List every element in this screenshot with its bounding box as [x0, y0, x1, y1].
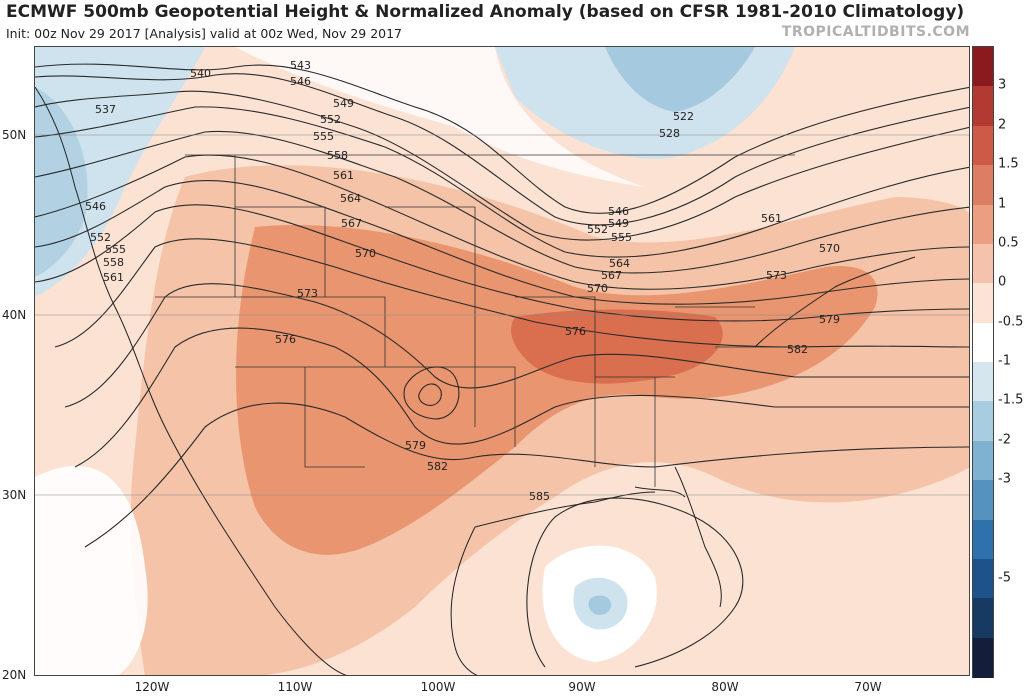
neutral-band-north: [235, 47, 645, 187]
positive-anomaly-strong-ohio: [511, 309, 723, 384]
coastlines: [35, 86, 916, 675]
contour-label: 576: [565, 325, 586, 338]
map-title: ECMWF 500mb Geopotential Height & Normal…: [6, 2, 965, 22]
contour-label: 558: [103, 256, 124, 269]
contour-label: 537: [95, 103, 116, 116]
map-canvas: 537 540 543 546 549 552 555 558 561 564 …: [35, 47, 969, 675]
colorbar-label: -5: [998, 570, 1011, 586]
colorbar-label: -2: [998, 432, 1011, 448]
lat-label-50n: 50N: [2, 128, 27, 142]
colorbar-segment: [973, 362, 993, 402]
lon-label-90w: 90W: [568, 680, 596, 694]
colorbar-segment: [973, 243, 993, 284]
colorbar-label: 0: [998, 274, 1007, 290]
colorbar-segment: [973, 558, 993, 599]
positive-anomaly-medium: [236, 225, 878, 555]
colorbar-segment: [973, 165, 993, 205]
lon-label-80w: 80W: [711, 680, 739, 694]
contour-label: 549: [333, 97, 354, 110]
contour-label: 567: [341, 217, 362, 230]
lon-label-100w: 100W: [420, 680, 456, 694]
lon-label-110w: 110W: [277, 680, 313, 694]
contour-label: 567: [601, 269, 622, 282]
colorbar-label: 3: [998, 77, 1007, 93]
lon-label-120w: 120W: [134, 680, 170, 694]
contour-label: 570: [819, 242, 840, 255]
contour-label: 540: [190, 67, 211, 80]
contour-labels: 537 540 543 546 549 552 555 558 561 564 …: [85, 59, 840, 503]
anomaly-map: 537 540 543 546 549 552 555 558 561 564 …: [34, 46, 970, 676]
colorbar-label: -1.5: [998, 392, 1024, 408]
lat-label-40n: 40N: [2, 308, 27, 322]
lat-label-30n: 30N: [2, 488, 27, 502]
contour-label: 555: [105, 243, 126, 256]
contour-label: 558: [327, 149, 348, 162]
colorbar-segment: [973, 204, 993, 245]
contour-label: 570: [587, 282, 608, 295]
contour-label: 582: [787, 343, 808, 356]
contour-label: 561: [103, 271, 124, 284]
colorbar-label: 1: [998, 196, 1007, 211]
neutral-pacific: [35, 465, 148, 675]
colorbar-label: -0.5: [998, 314, 1024, 330]
colorbar-label: -3: [998, 471, 1011, 487]
contour-label: 528: [659, 127, 680, 140]
contour-label: 546: [608, 205, 629, 218]
contour-label: 552: [587, 223, 608, 236]
colorbar-label: 1.5: [998, 156, 1019, 172]
contour-label: 552: [90, 231, 111, 244]
contour-label: 564: [609, 257, 630, 270]
lat-label-20n: 20N: [2, 668, 27, 682]
colorbar-segment: [973, 401, 993, 442]
contour-label: 552: [320, 113, 341, 126]
contour-label: 549: [608, 217, 629, 230]
colorbar-segment: [973, 86, 993, 127]
contour-label: 579: [819, 313, 840, 326]
negative-anomaly-northwest-core: [35, 87, 88, 277]
negative-anomaly-hudson-core: [605, 47, 755, 112]
contour-label: 564: [340, 192, 361, 205]
contour-label: 561: [333, 169, 354, 182]
contour-label: 573: [766, 269, 787, 282]
contour-label: 579: [405, 439, 426, 452]
contour-label: 582: [427, 460, 448, 473]
map-subtitle: Init: 00z Nov 29 2017 [Analysis] valid a…: [6, 26, 403, 41]
colorbar-segment: [973, 598, 993, 639]
negative-anomaly-gulf-core: [588, 595, 612, 615]
colorbar-label: -1: [998, 353, 1011, 369]
colorbar-segment: [973, 322, 993, 363]
credit-watermark: TROPICALTIDBITS.COM: [781, 24, 970, 40]
contour-label: 543: [290, 59, 311, 72]
contour-label: 573: [297, 287, 318, 300]
graticule: [35, 134, 969, 496]
contour-label: 561: [761, 212, 782, 225]
colorbar-segment: [973, 125, 993, 166]
colorbar-segment: [973, 283, 993, 324]
state-borders: [155, 154, 795, 487]
colorbar-label: 0.5: [998, 235, 1019, 251]
contour-label: 546: [85, 200, 106, 213]
colorbar: [972, 46, 994, 678]
colorbar-label: 2: [998, 117, 1007, 133]
colorbar-segment: [973, 480, 993, 520]
contour-label: 585: [529, 490, 550, 503]
colorbar-segment: [973, 519, 993, 560]
contour-label: 522: [673, 110, 694, 123]
colorbar-segment: [973, 440, 993, 481]
colorbar-segment: [973, 637, 993, 678]
contour-label: 570: [355, 247, 376, 260]
colorbar-segment: [973, 47, 993, 87]
lon-label-70w: 70W: [854, 680, 882, 694]
contour-label: 546: [290, 75, 311, 88]
contour-label: 576: [275, 333, 296, 346]
contour-label: 555: [313, 130, 334, 143]
contour-label: 555: [611, 231, 632, 244]
